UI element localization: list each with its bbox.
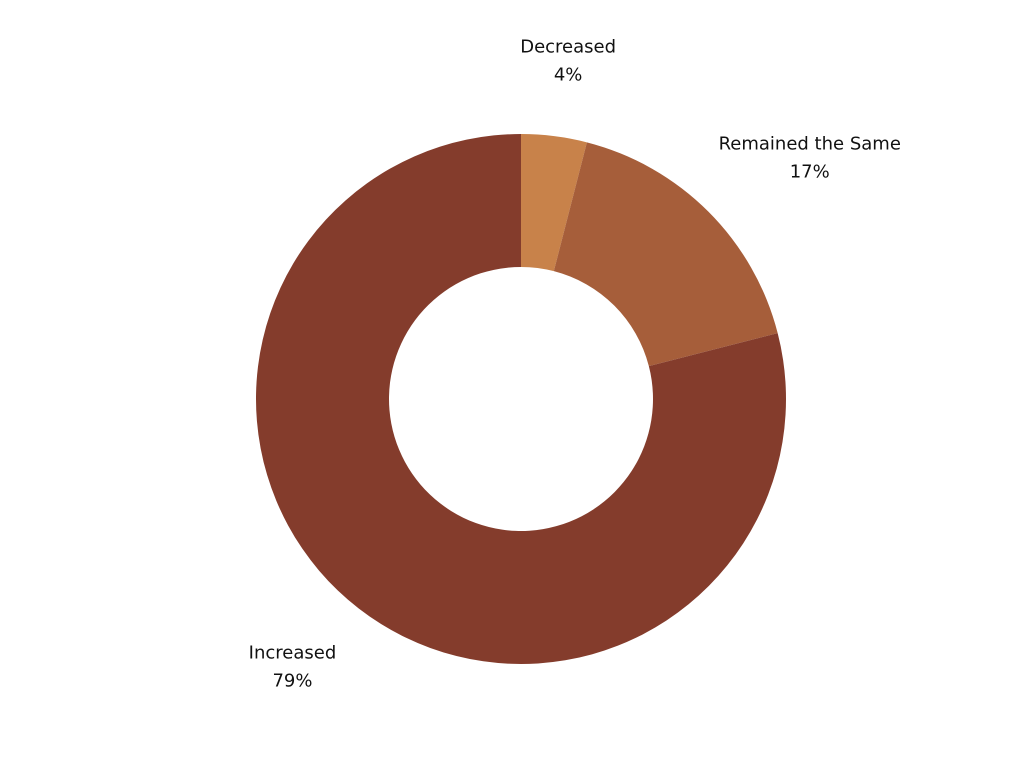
slice-value-label: 79% bbox=[272, 671, 312, 692]
slice-label: Decreased bbox=[520, 37, 616, 58]
donut-slice bbox=[256, 134, 787, 664]
slice-value-label: 17% bbox=[790, 162, 830, 183]
slice-value-label: 4% bbox=[554, 65, 583, 86]
slice-label: Remained the Same bbox=[719, 134, 901, 155]
slice-label: Increased bbox=[249, 643, 337, 664]
donut-slice bbox=[553, 142, 778, 367]
donut-slice bbox=[521, 134, 587, 272]
